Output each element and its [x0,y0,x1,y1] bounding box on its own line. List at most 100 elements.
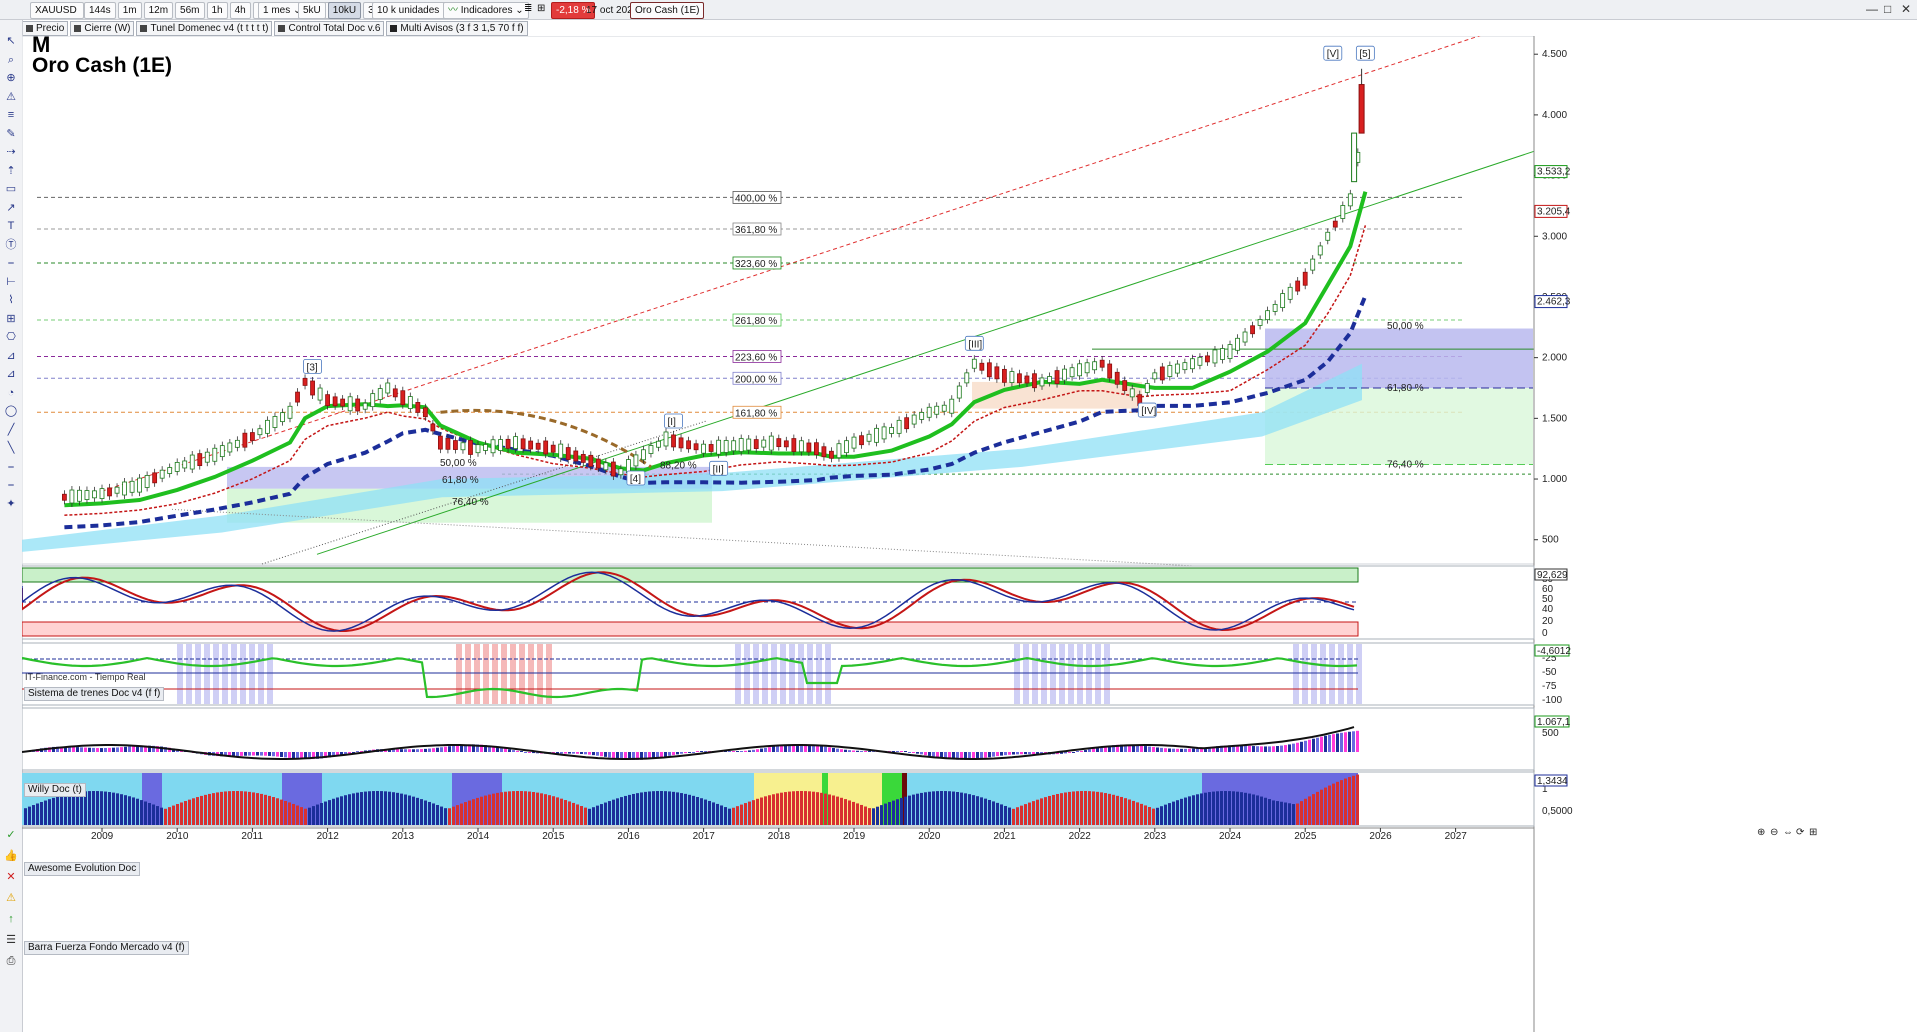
star-icon[interactable]: ✦ [6,497,16,510]
willy-band [204,644,210,704]
indicator-tag[interactable]: Control Total Doc v.6 [274,21,385,36]
list-icon[interactable]: ≡ [7,109,15,121]
timeframe-button-56m[interactable]: 56m [175,2,205,19]
chart-area[interactable]: 400,00 % 361,80 % 323,60 % 261,80 % 223,60 %… [21,17,1917,1035]
arrow-up-icon[interactable]: ⇡ [6,164,16,177]
timeframe-button-12m[interactable]: 12m [143,2,174,19]
line-up-icon[interactable]: ╱ [7,423,15,436]
line-down-icon[interactable]: ╲ [7,442,15,454]
awesome-bar [1096,747,1099,752]
grid-icon[interactable]: ⊞ [6,312,16,325]
willy-band [258,644,264,704]
vline-icon[interactable]: ⊢ [6,275,16,288]
tick-button-10ku[interactable]: 10kU [327,2,362,19]
warning-icon[interactable]: ⚠ [6,892,16,904]
barra-bar [1348,777,1351,825]
cross-icon[interactable]: ✕ [6,871,16,883]
ray-icon[interactable]: ⎯ [8,460,14,473]
chart-svg[interactable]: 400,00 % 361,80 % 323,60 % 261,80 % 223,60 %… [21,17,1917,1032]
timeframe-button-144s[interactable]: 144s [84,2,116,19]
barra-bar [156,806,159,825]
rectangle-icon[interactable]: ▭ [5,183,17,195]
awesome-bar [312,752,315,760]
candle-body [859,435,864,446]
barra-bar [932,791,935,825]
hline-icon[interactable]: ⎯ [8,257,14,269]
awesome-bar [308,752,311,760]
awesome-bar [996,752,999,757]
awesome-bar [1200,748,1203,752]
barra-bar [1096,791,1099,825]
minimize-icon[interactable]: — [1866,2,1878,16]
triangle-icon[interactable]: ⊿ [6,368,16,380]
barra-bar [880,805,883,825]
candle-body [964,372,970,384]
fib-icon[interactable]: ⊿ [6,349,16,362]
check-icon[interactable]: ✓ [6,829,16,841]
wave-icon[interactable]: ⌇ [8,294,14,306]
willy-band [762,644,768,704]
barra-bar [1284,802,1287,825]
barra-bar [436,804,439,825]
awesome-bar [644,752,647,760]
circle-icon[interactable]: ◯ [4,405,18,417]
pencil-icon[interactable]: ✎ [6,127,16,140]
tick-button-5ku[interactable]: 5kU [298,2,326,19]
cursor-icon[interactable]: ↖ [6,35,16,47]
indicator-tag[interactable]: Multi Avisos (3 f 3 1,5 70 f f) [386,21,528,36]
up-icon[interactable]: ↑ [8,913,14,925]
timeframe-button-1m[interactable]: 1m [117,2,142,19]
awesome-bar [1320,736,1323,752]
barra-bar [496,792,499,825]
barra-bar [560,798,563,825]
candle-body [941,404,947,412]
awesome-bar [1312,738,1315,752]
print-icon[interactable]: ⎙ [6,955,16,967]
awesome-bar [832,748,835,752]
zoom-icon[interactable]: ⌕ [7,53,15,66]
indicator-add-icon[interactable]: ≣ [524,3,533,14]
barra-bar [1352,775,1355,825]
segment-icon[interactable]: ⎯ [8,479,14,491]
awesome-bar [84,747,87,752]
arrow-right-icon[interactable]: ⇢ [6,146,16,158]
symbol-selector[interactable]: XAUUSD [30,2,84,19]
timeframe-button-1h[interactable]: 1h [206,2,228,19]
awesome-bar [800,744,803,752]
close-icon[interactable]: ✕ [1901,2,1912,16]
barra-bar [1092,791,1095,825]
menu-icon[interactable]: ☰ [6,934,16,946]
barra-bar [304,808,307,825]
timeframe-button-4h[interactable]: 4h [229,2,251,19]
indicator-tag[interactable]: Cierre (W) [70,21,135,36]
barra-bar [912,794,915,825]
awesome-bar [1264,746,1267,752]
subpane-frame [21,642,1535,706]
alert-icon[interactable]: ⚠ [6,90,16,103]
candle-body [580,453,586,463]
arc-icon[interactable]: ◔ [7,386,15,399]
like-icon[interactable]: 👍 [4,850,18,862]
year-label: 2015 [542,831,565,842]
date-label: 17 oct 2025 [586,5,639,16]
price-tick-label: 4.500 [1542,49,1567,60]
indicators-button[interactable]: 〰 Indicadores ⌄ [443,2,529,19]
text-icon[interactable]: T [7,220,15,232]
awesome-bar [464,744,467,752]
awesome-bar [296,752,299,759]
candle-body [979,362,985,371]
zoom-in-icon[interactable]: ⊕ [6,72,16,84]
range-selector[interactable]: 1 mes ⌄ [258,2,307,19]
ticker-icon[interactable]: ⊞ [537,3,546,14]
barra-bar [224,791,227,825]
wave-label-box [1137,402,1157,418]
label-icon[interactable]: Ⓣ [5,238,17,251]
barra-bar [120,794,123,825]
awesome-bar [1156,747,1159,752]
pane-title-willy: Willy Doc (t) [24,783,86,797]
hexagon-icon[interactable]: ⎔ [6,331,16,343]
maximize-icon[interactable]: □ [1884,2,1892,16]
indicator-tag[interactable]: Tunel Domenec v4 (t t t t t) [136,21,273,36]
barra-bar [1132,800,1135,825]
trendline-icon[interactable]: ↗ [6,201,16,214]
